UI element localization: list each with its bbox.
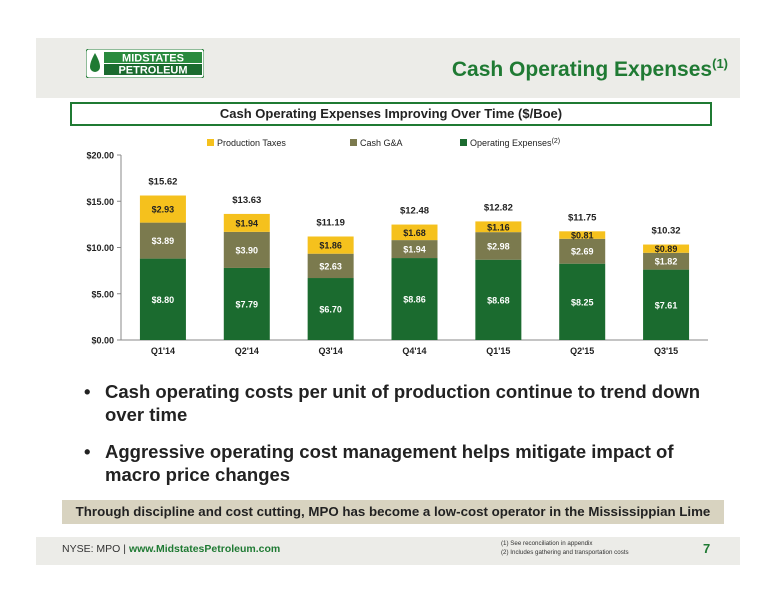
footnote-1: (1) See reconciliation in appendix (501, 540, 593, 547)
operating-expenses-data-label: $8.86 (403, 295, 426, 305)
bar-segment (559, 231, 606, 239)
legend-swatch (207, 139, 214, 146)
x-tick-label: Q3'14 (319, 346, 343, 356)
y-tick-label: $5.00 (91, 289, 114, 299)
legend-swatch (460, 139, 467, 146)
cash-g-a-data-label: $2.69 (571, 247, 594, 257)
oil-drop-icon (90, 53, 100, 72)
x-tick-label: Q2'14 (235, 346, 259, 356)
page-title: Cash Operating Expenses(1) (452, 56, 728, 82)
production-taxes-data-label: $0.81 (571, 231, 594, 241)
bullet-item: • Aggressive operating cost management he… (84, 440, 724, 486)
bar-segment (223, 213, 270, 232)
bar-segment (475, 232, 522, 260)
company-logo: MIDSTATES PETROLEUM (86, 49, 204, 78)
total-label: $13.63 (232, 195, 261, 206)
legend-label: Production Taxes (217, 138, 286, 148)
bullet-list: • Cash operating costs per unit of produc… (84, 380, 724, 500)
bar-segment (307, 278, 354, 340)
y-tick-label: $10.00 (86, 243, 114, 253)
x-tick-label: Q3'15 (654, 346, 678, 356)
website-link[interactable]: www.MidstatesPetroleum.com (128, 543, 281, 555)
y-tick-label: $0.00 (91, 336, 114, 346)
production-taxes-data-label: $1.94 (236, 218, 259, 228)
total-label: $12.82 (484, 202, 513, 213)
ticker: NYSE: MPO (62, 543, 121, 555)
callout-banner: Through discipline and cost cutting, MPO… (62, 500, 724, 524)
bar-segment (139, 258, 186, 340)
bullet-marker: • (84, 381, 91, 402)
operating-expenses-data-label: $6.70 (319, 305, 342, 315)
bar-segment (475, 259, 522, 340)
cash-g-a-data-label: $2.63 (319, 261, 342, 271)
bar-segment (391, 258, 438, 340)
bar-segment (559, 263, 606, 340)
operating-expenses-data-label: $8.80 (152, 295, 175, 305)
total-label: $15.62 (148, 177, 177, 188)
logo-line1: MIDSTATES (122, 53, 184, 65)
footer-info: NYSE: MPO | www.MidstatesPetroleum.com (62, 543, 280, 555)
total-label: $11.75 (568, 212, 597, 223)
production-taxes-data-label: $2.93 (152, 205, 175, 215)
cash-g-a-data-label: $3.89 (152, 236, 175, 246)
page-number: 7 (703, 541, 711, 556)
footnotes: (1) See reconciliation in appendix (2) I… (501, 539, 629, 557)
bullet-item: • Cash operating costs per unit of produc… (84, 380, 724, 426)
bullet-text: Cash operating costs per unit of product… (105, 381, 701, 425)
bar-segment (391, 224, 438, 241)
production-taxes-data-label: $1.68 (403, 228, 426, 238)
bar-segment (139, 222, 186, 259)
legend-swatch (350, 139, 357, 146)
x-tick-label: Q2'15 (570, 346, 594, 356)
cash-g-a-data-label: $3.90 (236, 245, 259, 255)
bar-segment (307, 253, 354, 279)
bar-segment (643, 244, 690, 253)
operating-expenses-data-label: $8.68 (487, 295, 510, 305)
page-title-text: Cash Operating Expenses (451, 58, 713, 81)
y-tick-label: $20.00 (86, 151, 114, 161)
cash-g-a-data-label: $2.98 (487, 241, 510, 251)
production-taxes-data-label: $1.16 (487, 222, 510, 232)
bullet-marker: • (84, 441, 91, 462)
total-label: $11.19 (316, 217, 345, 228)
bullet-text: Aggressive operating cost management hel… (105, 441, 674, 485)
stacked-bar-chart: $0.00 $5.00 $10.00 $15.00 $20.00 $8.80 $3.89 $2… (86, 138, 708, 356)
bar-segment (223, 231, 270, 268)
logo-line2: PETROLEUM (118, 65, 187, 77)
operating-expenses-data-label: $7.61 (655, 300, 678, 310)
total-label: $10.32 (652, 226, 681, 237)
bar-segment (223, 267, 270, 340)
footnote-2: (2) Includes gathering and transportatio… (501, 549, 629, 556)
legend-label: Operating Expenses(2) (470, 138, 560, 148)
cash-g-a-data-label: $1.94 (403, 245, 426, 255)
production-taxes-data-label: $0.89 (655, 244, 678, 254)
y-tick-label: $15.00 (86, 197, 114, 207)
bar-segment (643, 269, 690, 340)
legend-footnote-ref: (2) (552, 138, 561, 145)
footer-band (36, 537, 740, 565)
cash-g-a-data-label: $1.82 (655, 257, 678, 267)
total-label: $12.48 (400, 206, 429, 217)
operating-expenses-data-label: $8.25 (571, 297, 594, 307)
chart-heading: Cash Operating Expenses Improving Over T… (70, 102, 712, 126)
title-footnote-ref: (1) (712, 56, 728, 71)
bar-segment (391, 240, 438, 259)
x-tick-label: Q4'14 (402, 346, 426, 356)
footer-separator: | (123, 543, 127, 555)
x-tick-label: Q1'15 (486, 346, 510, 356)
operating-expenses-data-label: $7.79 (236, 299, 259, 309)
bar-segment (139, 195, 186, 223)
legend-label: Cash G&A (360, 138, 403, 148)
bar-segment (475, 221, 522, 233)
x-tick-label: Q1'14 (151, 346, 175, 356)
bar-segment (307, 236, 354, 254)
production-taxes-data-label: $1.86 (319, 241, 342, 251)
bar-segment (559, 238, 606, 264)
bar-segment (643, 252, 690, 270)
